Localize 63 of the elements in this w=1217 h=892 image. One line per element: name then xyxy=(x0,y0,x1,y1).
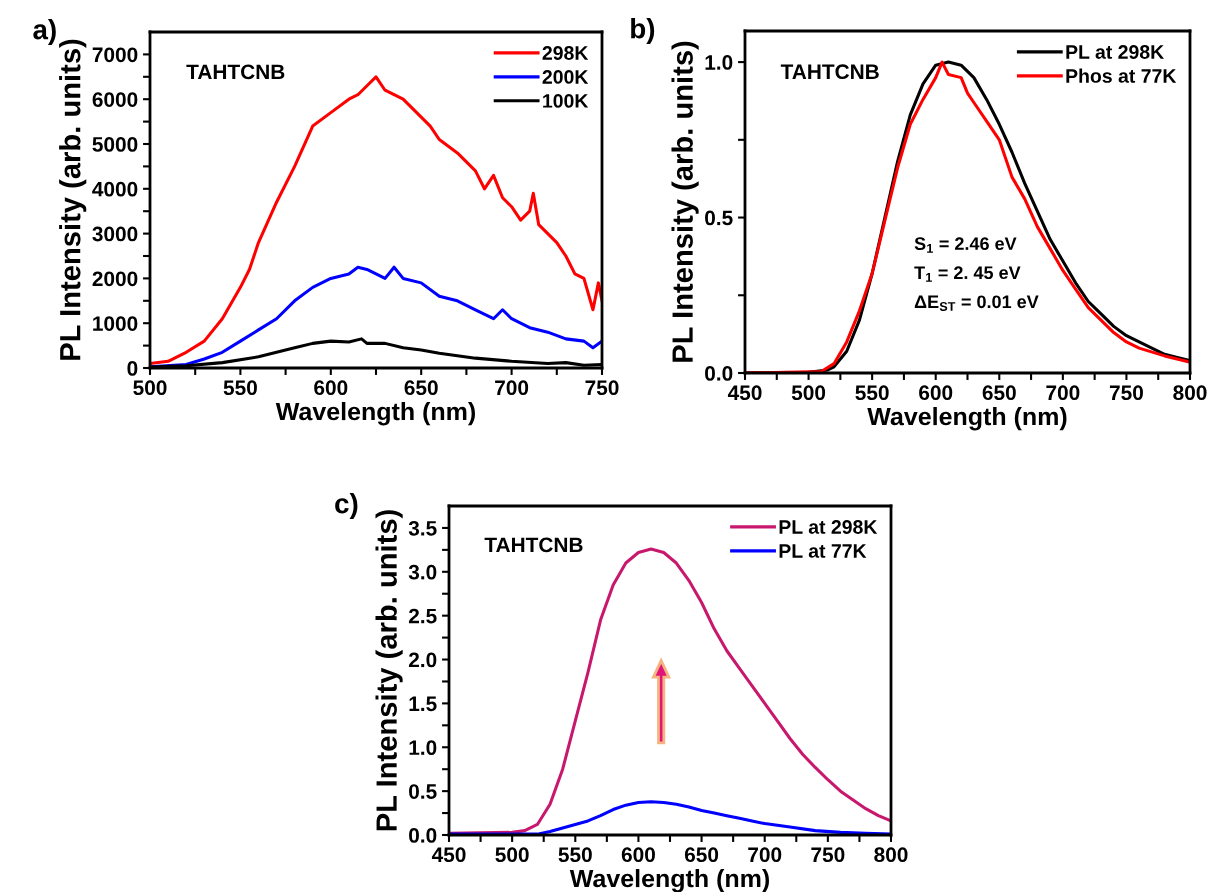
x-tick-label: 500 xyxy=(791,385,826,401)
x-axis-title: Wavelength (nm) xyxy=(275,402,475,426)
x-axis-title: Wavelength (nm) xyxy=(867,407,1067,431)
y-tick-label: 4000 xyxy=(92,181,138,197)
x-tick-label: 750 xyxy=(811,847,845,863)
x-tick-label: 650 xyxy=(404,380,438,396)
x-tick-label: 600 xyxy=(621,847,655,863)
x-tick-label: 550 xyxy=(558,847,592,863)
chart-title: a) xyxy=(33,19,56,45)
chart-title: c) xyxy=(335,493,358,519)
x-axis-title: Wavelength (nm) xyxy=(569,869,769,892)
x-tick-label: 700 xyxy=(495,380,529,396)
y-tick-label: 1000 xyxy=(93,316,138,331)
y-tick-label: 3.0 xyxy=(408,564,437,580)
y-tick-label: 0.0 xyxy=(409,828,437,843)
y-axis-title: PL Intensity (arb. units) xyxy=(59,39,87,360)
annotation: TAHTCNB xyxy=(484,537,583,553)
y-tick-label: 2.5 xyxy=(408,608,437,624)
x-tick-label: 450 xyxy=(431,847,466,863)
y-tick-label: 5000 xyxy=(92,137,138,152)
y-tick-label: 3.5 xyxy=(408,520,437,536)
legend-label: PL at 298K xyxy=(1066,45,1164,59)
legend-label: PL at 77K xyxy=(779,544,867,558)
x-tick-label: 500 xyxy=(495,847,529,863)
x-tick-label: 700 xyxy=(748,847,782,863)
y-tick-label: 0 xyxy=(127,361,138,376)
x-tick-label: 550 xyxy=(223,380,257,396)
y-tick-label: 6000 xyxy=(92,92,138,107)
annotation: TAHTCNB xyxy=(780,64,879,80)
x-tick-label: 650 xyxy=(982,385,1016,401)
x-tick-label: 450 xyxy=(727,385,762,401)
x-tick-label: 600 xyxy=(314,380,348,396)
chart-title: b) xyxy=(631,18,655,44)
y-tick-label: 0.0 xyxy=(705,366,733,381)
y-tick-label: 0.5 xyxy=(705,210,733,226)
annotation: TAHTCNB xyxy=(186,64,285,80)
annotation: ΔE$_{ST}$ = 0.01 eV xyxy=(914,295,1039,311)
y-tick-label: 1.0 xyxy=(409,740,437,756)
x-tick-label: 550 xyxy=(855,385,889,401)
annotation: S$_{1}$ = 2.46 eV xyxy=(914,237,1017,253)
x-tick-label: 700 xyxy=(1046,385,1080,401)
annotation: T$_{1}$ = 2. 45 eV xyxy=(914,266,1021,282)
legend-label: Phos at 77K xyxy=(1066,68,1177,83)
legend-label: 100K xyxy=(543,94,589,108)
y-axis-title: PL Intensity (arb. units) xyxy=(671,41,699,362)
y-tick-label: 1.5 xyxy=(409,696,437,712)
y-tick-label: 2.0 xyxy=(408,652,437,668)
x-tick-label: 650 xyxy=(684,847,719,863)
x-tick-label: 800 xyxy=(1173,385,1207,401)
y-tick-label: 0.5 xyxy=(409,784,437,799)
y-axis-title: PL Intensity (arb. units) xyxy=(375,510,403,831)
y-tick-label: 3000 xyxy=(92,226,138,242)
x-tick-label: 750 xyxy=(585,380,619,396)
x-tick-label: 800 xyxy=(874,847,908,863)
y-tick-label: 7000 xyxy=(92,47,138,63)
x-tick-label: 500 xyxy=(133,380,167,396)
legend-label: 298K xyxy=(542,46,589,60)
x-tick-label: 750 xyxy=(1109,385,1143,401)
legend-label: 200K xyxy=(542,70,589,84)
x-tick-label: 600 xyxy=(919,385,953,401)
y-tick-label: 2000 xyxy=(92,271,138,287)
legend-label: PL at 298K xyxy=(779,520,878,534)
y-tick-label: 1.0 xyxy=(705,55,733,70)
